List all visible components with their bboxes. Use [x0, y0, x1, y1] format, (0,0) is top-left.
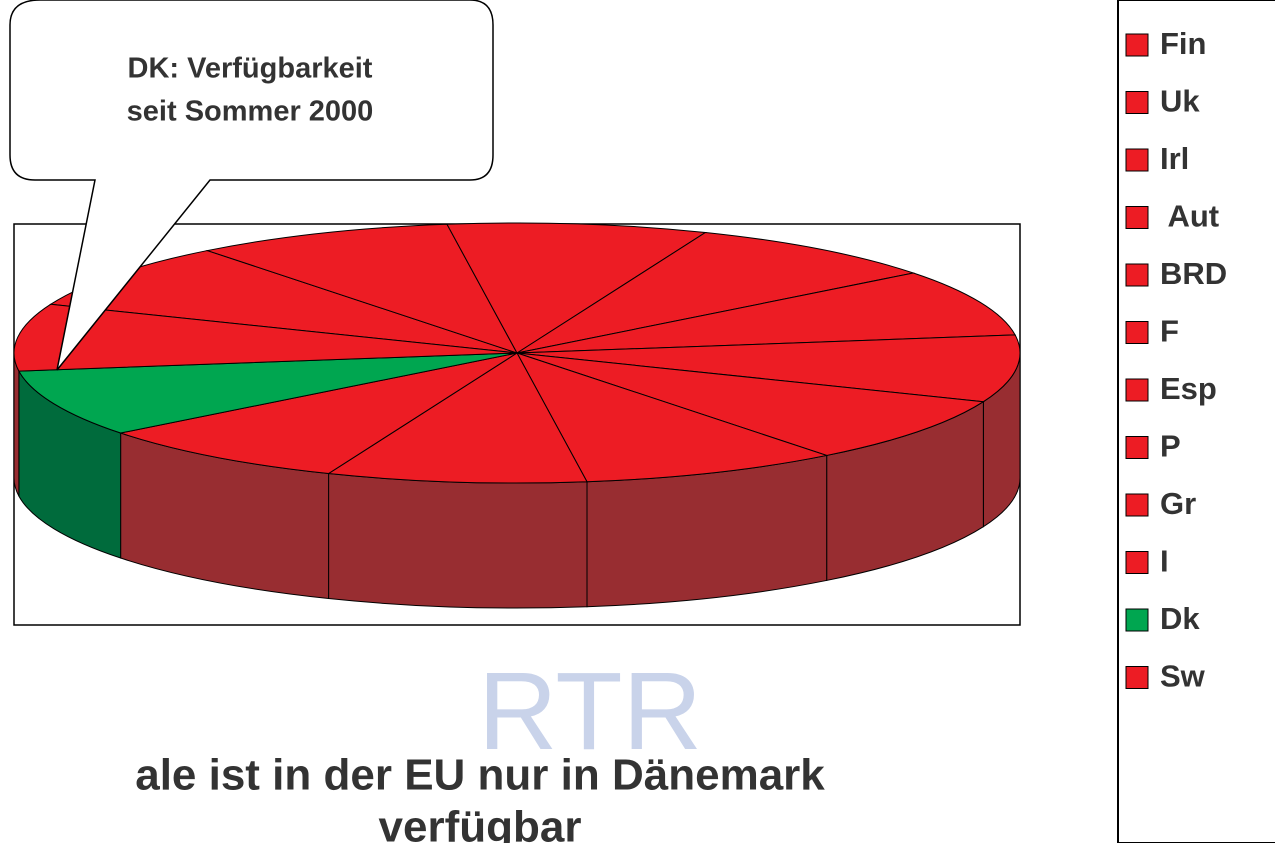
slice	[205, 223, 519, 354]
legend-label: Sw	[1160, 659, 1206, 694]
slice-side	[13, 352, 20, 497]
legend-swatch	[1125, 378, 1149, 402]
slice	[18, 352, 518, 434]
annotation: DK: Verfügbarkeit	[128, 53, 373, 85]
slice	[446, 222, 707, 354]
slice-side	[328, 472, 588, 609]
legend-swatch	[1125, 206, 1149, 229]
legend-label: Gr	[1160, 486, 1196, 521]
legend-label: BRD	[1160, 256, 1227, 291]
legend-swatch	[1125, 33, 1149, 57]
legend-label: Aut	[1160, 199, 1219, 234]
legend-swatch	[1125, 493, 1149, 517]
legend-swatch	[1125, 91, 1149, 114]
slice	[516, 272, 1016, 354]
slice	[516, 352, 985, 456]
watermark: RTR	[478, 650, 702, 773]
chart-title: ale ist in der EU nur in Dänemark	[135, 751, 825, 800]
legend-swatch	[1125, 321, 1149, 344]
slice	[516, 334, 1021, 403]
legend-label: Fin	[1160, 26, 1207, 61]
legend-swatch	[1125, 551, 1149, 574]
chart-title: verfügbar	[379, 803, 582, 843]
legend-swatch	[1125, 148, 1149, 172]
legend-swatch	[1125, 436, 1149, 459]
slice	[13, 303, 518, 372]
legend-label: F	[1160, 314, 1179, 349]
legend-items: Fin Uk Irl Aut BRD F Esp P Gr I Dk Sw	[1125, 26, 1227, 694]
legend-swatch	[1125, 263, 1149, 287]
slice	[327, 352, 588, 484]
slice	[516, 231, 916, 354]
legend-label: Esp	[1160, 371, 1217, 406]
pie	[13, 222, 1021, 609]
legend-swatch	[1125, 666, 1149, 689]
legend-swatch	[1125, 608, 1149, 632]
legend-label: Irl	[1160, 141, 1189, 176]
legend	[1117, 0, 1275, 843]
legend-label: Dk	[1160, 601, 1200, 636]
slice	[515, 352, 829, 483]
legend-label: P	[1160, 429, 1181, 464]
callout	[9, 0, 494, 371]
legend-label: I	[1160, 544, 1169, 579]
annotation: seit Sommer 2000	[127, 96, 374, 128]
slice	[118, 352, 518, 475]
legend-label: Uk	[1160, 84, 1200, 119]
